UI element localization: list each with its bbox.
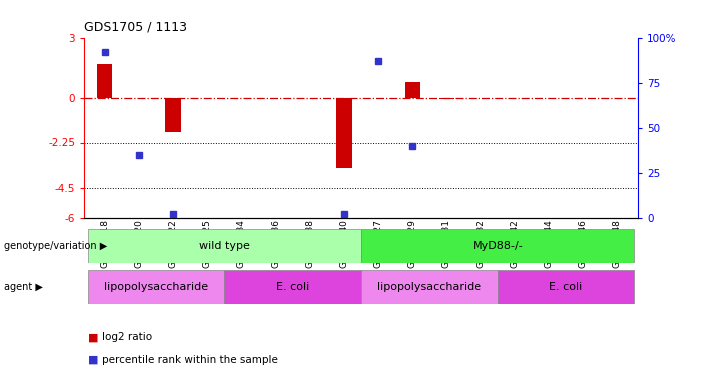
Text: MyD88-/-: MyD88-/- bbox=[472, 241, 523, 250]
Text: ■: ■ bbox=[88, 355, 98, 365]
Text: log2 ratio: log2 ratio bbox=[102, 333, 152, 342]
Bar bbox=[498, 270, 634, 304]
Bar bbox=[404, 81, 420, 98]
Text: lipopolysaccharide: lipopolysaccharide bbox=[377, 282, 482, 292]
Text: wild type: wild type bbox=[199, 241, 250, 250]
Text: genotype/variation ▶: genotype/variation ▶ bbox=[4, 241, 107, 250]
Bar bbox=[439, 98, 454, 99]
Bar bbox=[88, 270, 224, 304]
Text: lipopolysaccharide: lipopolysaccharide bbox=[104, 282, 208, 292]
Text: ■: ■ bbox=[88, 333, 98, 342]
Bar bbox=[336, 98, 352, 168]
Bar bbox=[97, 63, 112, 98]
Bar bbox=[224, 270, 361, 304]
Text: E. coli: E. coli bbox=[550, 282, 583, 292]
Text: percentile rank within the sample: percentile rank within the sample bbox=[102, 355, 278, 365]
Text: E. coli: E. coli bbox=[276, 282, 309, 292]
Bar bbox=[361, 229, 634, 262]
Bar bbox=[361, 270, 498, 304]
Bar bbox=[88, 229, 361, 262]
Bar bbox=[165, 98, 181, 132]
Text: agent ▶: agent ▶ bbox=[4, 282, 42, 292]
Text: GDS1705 / 1113: GDS1705 / 1113 bbox=[84, 21, 187, 34]
